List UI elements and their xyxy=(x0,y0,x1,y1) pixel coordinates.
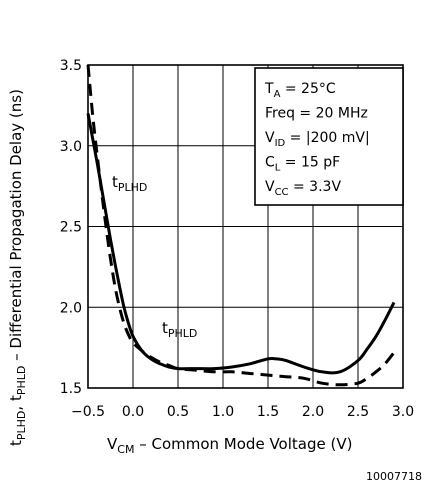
y-tick-label: 3.0 xyxy=(60,139,82,155)
series-line-tplhd xyxy=(86,113,396,375)
series-label-phld: tPHLD xyxy=(162,319,197,340)
x-tick-label: 3.0 xyxy=(392,404,414,420)
x-tick-labels: −0.5 0.0 0.5 1.0 1.5 2.0 2.5 3.0 xyxy=(71,404,414,420)
conditions-box: TA = 25°C Freq = 20 MHz VID = |200 mV| CL =… xyxy=(254,67,404,206)
x-tick-label: −0.5 xyxy=(71,404,105,420)
series-group xyxy=(86,64,396,387)
y-tick-label: 1.5 xyxy=(60,381,82,397)
x-tick-label: 0.0 xyxy=(122,404,144,420)
y-tick-label: 3.5 xyxy=(60,58,82,74)
series-label-plhd: tPLHD xyxy=(112,173,147,194)
x-tick-label: 0.5 xyxy=(167,404,189,420)
y-tick-label: 2.5 xyxy=(60,220,82,236)
condition-line: VCC = 3.3V xyxy=(265,179,341,198)
condition-line: TA = 25°C xyxy=(264,81,336,100)
y-tick-labels: 1.5 2.0 2.5 3.0 3.5 xyxy=(60,58,82,397)
x-tick-label: 2.5 xyxy=(347,404,369,420)
condition-line: Freq = 20 MHz xyxy=(265,106,368,122)
plot-frame xyxy=(87,64,404,389)
y-axis-label: tPLHD, tPHLD – Differential Propagation … xyxy=(7,89,28,446)
condition-line: CL = 15 pF xyxy=(265,155,340,174)
x-tick-label: 1.0 xyxy=(212,404,234,420)
x-tick-label: 2.0 xyxy=(302,404,324,420)
condition-line: VID = |200 mV| xyxy=(265,130,370,149)
x-tick-label: 1.5 xyxy=(257,404,279,420)
series-line-tphld xyxy=(86,64,396,387)
figure-id: 10007718 xyxy=(366,470,422,483)
y-tick-label: 2.0 xyxy=(60,300,82,316)
conditions-frame xyxy=(254,67,404,206)
x-axis-label: VCM – Common Mode Voltage (V) xyxy=(107,435,352,456)
